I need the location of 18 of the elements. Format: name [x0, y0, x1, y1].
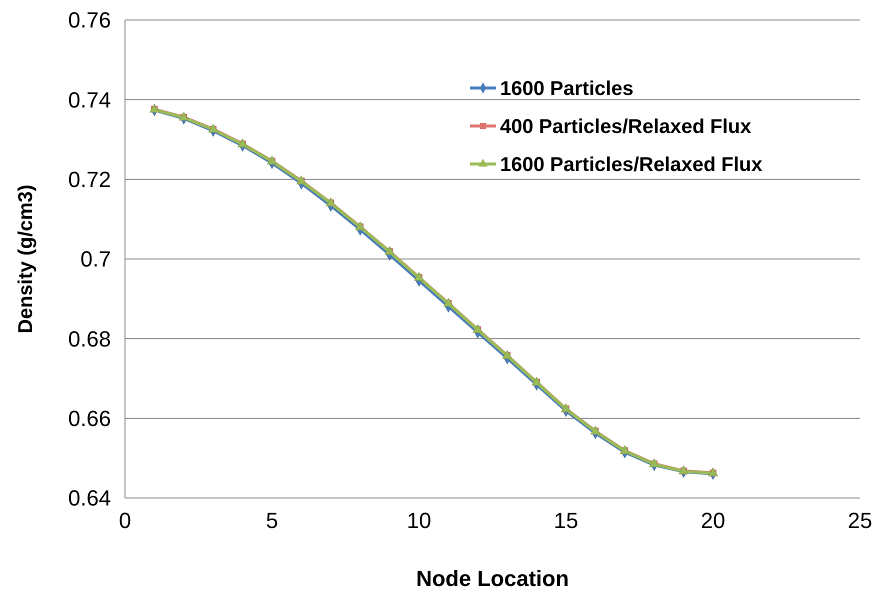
y-tick-label: 0.7: [80, 246, 111, 272]
legend-label: 1600 Particles/Relaxed Flux: [500, 154, 762, 176]
y-tick-label: 0.68: [68, 326, 111, 352]
y-tick-label: 0.74: [68, 87, 111, 112]
x-tick-label: 25: [848, 508, 872, 533]
x-axis-title: Node Location: [416, 566, 569, 591]
x-tick-label: 10: [406, 508, 432, 533]
x-tick-label: 20: [700, 508, 726, 533]
x-tick-label: 15: [554, 508, 578, 533]
legend-label: 1600 Particles: [500, 78, 634, 100]
y-axis-title: Density (g/cm3): [15, 184, 37, 334]
y-tick-label: 0.76: [68, 8, 111, 33]
x-tick-label: 5: [266, 508, 278, 533]
x-tick-label: 0: [118, 508, 132, 533]
y-tick-label: 0.72: [68, 167, 111, 192]
y-tick-label: 0.64: [68, 486, 111, 511]
legend-label: 400 Particles/Relaxed Flux: [500, 116, 752, 138]
y-tick-label: 0.66: [68, 406, 111, 432]
